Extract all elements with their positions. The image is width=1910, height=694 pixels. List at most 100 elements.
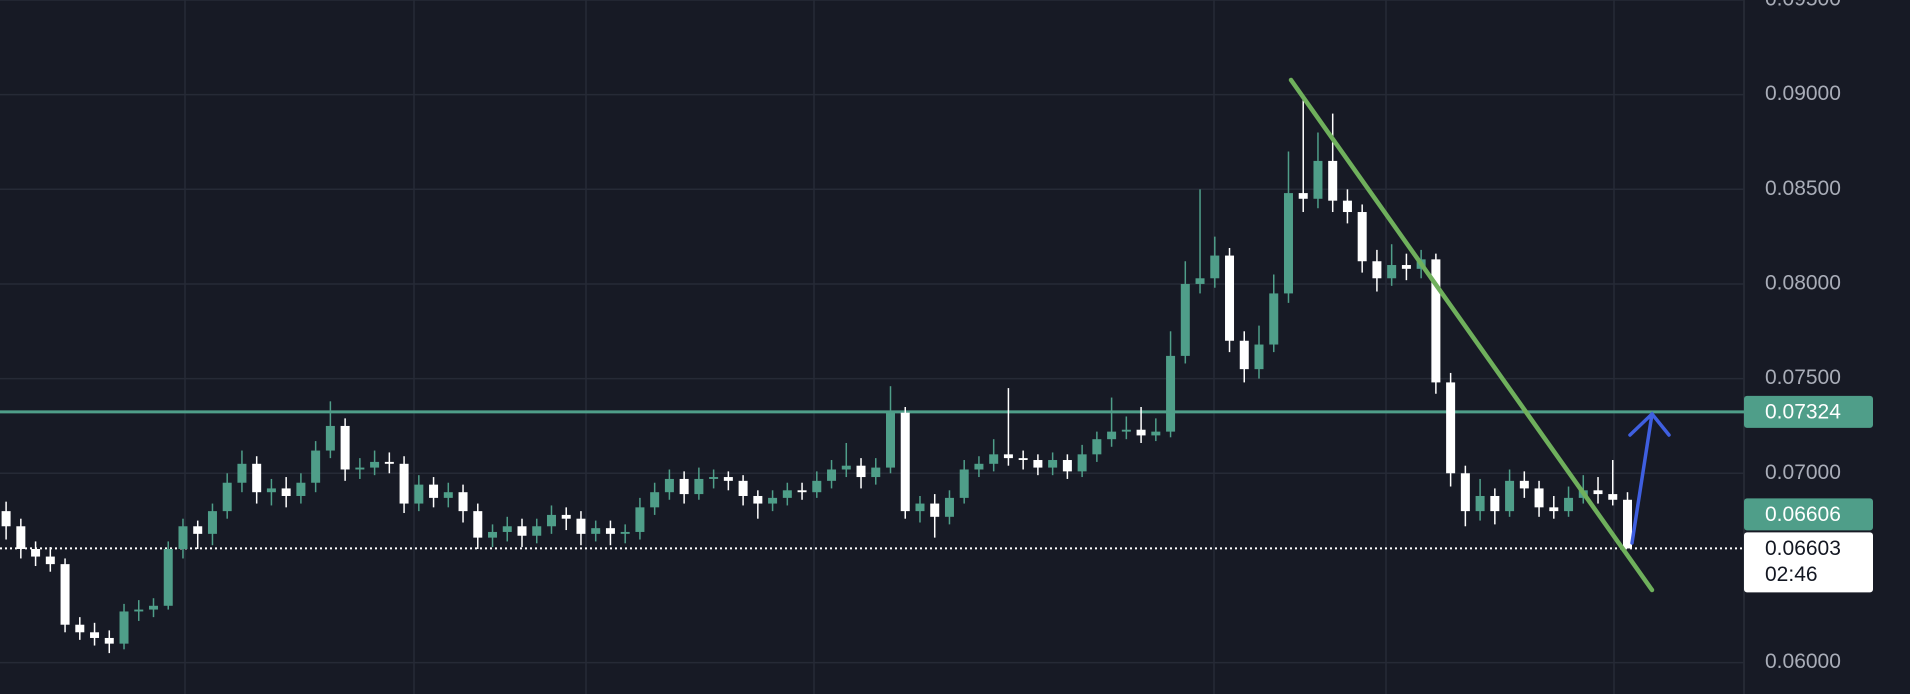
candle-body xyxy=(605,528,615,534)
candle-body xyxy=(1475,495,1485,512)
candle-body xyxy=(281,488,291,496)
marker-box xyxy=(1744,498,1873,531)
y-tick-label: 0.09000 xyxy=(1765,82,1841,105)
candle-body xyxy=(1564,497,1574,512)
candle-body xyxy=(1328,160,1338,201)
candle-body xyxy=(989,454,999,464)
candle-body xyxy=(414,484,424,504)
candles xyxy=(1,100,1632,654)
candle-body xyxy=(16,526,26,549)
candle-body xyxy=(90,632,100,638)
candle-body xyxy=(1387,265,1397,279)
candle-body xyxy=(340,425,350,470)
candle-body xyxy=(723,477,733,481)
countdown: 02:46 xyxy=(1765,563,1818,586)
candle-body xyxy=(1210,255,1220,279)
candle-body xyxy=(370,461,380,468)
candle-body xyxy=(709,477,719,479)
candle-body xyxy=(296,482,306,496)
arrow xyxy=(1628,411,1671,545)
candle-body xyxy=(679,478,689,495)
candle-body xyxy=(1446,382,1456,474)
candle-body xyxy=(915,503,925,512)
candle-body xyxy=(355,467,365,470)
y-tick-label: 0.08000 xyxy=(1765,272,1841,295)
candle-body xyxy=(517,526,527,536)
candle-body xyxy=(384,461,394,464)
price-label: 0.07324 xyxy=(1765,400,1841,423)
candle-body xyxy=(900,412,910,512)
candle-body xyxy=(193,526,203,534)
price-axis: 0.09500 0.09000 0.08500 0.08000 0.07500 0.070… xyxy=(1744,0,1873,673)
candle-body xyxy=(1107,431,1117,440)
candle-body xyxy=(502,526,512,532)
candle-body xyxy=(1401,265,1411,269)
candle-body xyxy=(930,503,940,517)
candle-body xyxy=(149,605,158,610)
candle-body xyxy=(1342,200,1352,213)
vertical-grid xyxy=(184,0,1615,694)
last-price-box xyxy=(1744,532,1873,593)
candle-body xyxy=(1372,261,1382,279)
candle-body xyxy=(620,531,630,534)
marker-label: 0.06606 xyxy=(1765,503,1841,526)
candle-body xyxy=(252,463,262,493)
candle-body xyxy=(591,528,601,534)
trend-line xyxy=(1288,77,1655,593)
candle-body xyxy=(1195,278,1205,284)
candle-body xyxy=(1283,193,1293,294)
candle-body xyxy=(576,518,586,534)
candle-body xyxy=(782,490,792,498)
candle-body xyxy=(1254,344,1264,370)
candle-body xyxy=(561,514,571,519)
candle-body xyxy=(1136,429,1146,436)
candle-body xyxy=(104,637,114,644)
candle-body xyxy=(458,492,468,512)
candle-body xyxy=(841,465,851,470)
candle-body xyxy=(753,495,763,504)
candle-body xyxy=(768,497,778,504)
candle-body xyxy=(1505,480,1515,512)
candle-body xyxy=(1048,460,1058,468)
candle-body xyxy=(119,611,129,644)
candle-body xyxy=(1121,429,1131,432)
candle-body xyxy=(1490,495,1500,512)
candle-body xyxy=(827,469,837,481)
candle-body xyxy=(1003,454,1013,459)
candle-body xyxy=(1092,439,1102,455)
candle-body xyxy=(399,463,409,504)
last-price-label: 0.06603 xyxy=(1765,537,1841,560)
candle-body xyxy=(1180,283,1190,356)
candle-body xyxy=(1033,460,1043,468)
arrow-head xyxy=(1628,411,1671,437)
candle-body xyxy=(738,480,748,496)
candle-body xyxy=(222,482,232,512)
candle-body xyxy=(812,480,822,493)
candle-body xyxy=(1151,431,1161,436)
candle-body xyxy=(45,556,55,565)
candle-body xyxy=(1225,255,1235,341)
candle-body xyxy=(237,463,247,483)
candle-body xyxy=(178,526,188,549)
candle-body xyxy=(443,492,453,498)
candle-body xyxy=(1166,355,1176,432)
candle-body xyxy=(1431,259,1441,383)
candle-body xyxy=(473,511,483,538)
candle-body xyxy=(1018,458,1028,461)
candle-body xyxy=(1298,193,1308,199)
candle-body xyxy=(1519,480,1529,489)
candle-body xyxy=(1,511,11,527)
candle-body xyxy=(635,507,645,532)
candle-body xyxy=(1357,212,1367,262)
candle-body xyxy=(650,492,660,508)
candle-body xyxy=(1062,460,1072,472)
candle-body xyxy=(1077,454,1087,472)
arrow-shaft xyxy=(1630,412,1654,545)
candle-body xyxy=(31,548,41,557)
candle-body xyxy=(1239,340,1249,370)
candle-body xyxy=(325,425,335,451)
candle-body xyxy=(974,463,984,470)
candle-body xyxy=(694,478,704,495)
candle-body xyxy=(163,548,173,606)
